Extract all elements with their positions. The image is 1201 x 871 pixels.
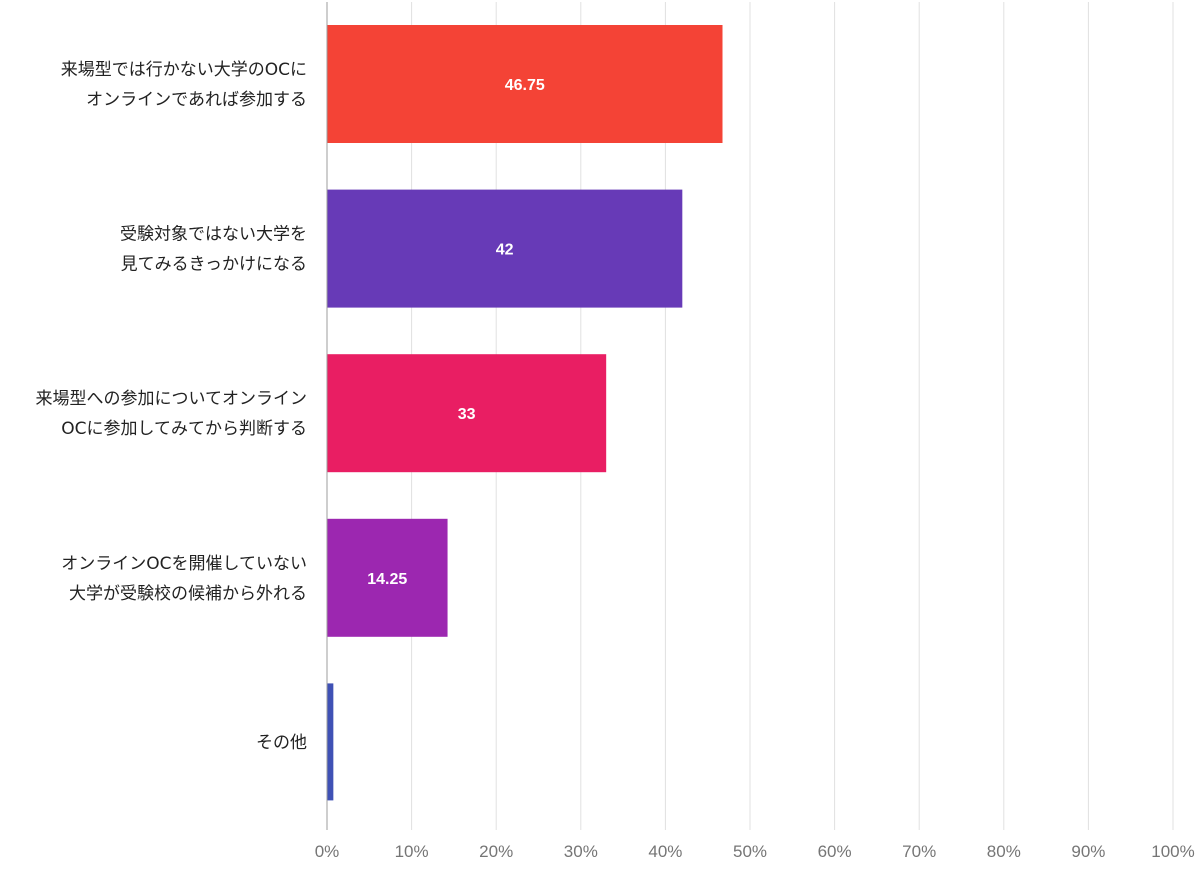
- x-tick-label: 40%: [648, 842, 682, 861]
- x-tick-label: 0%: [315, 842, 340, 861]
- x-tick-label: 10%: [395, 842, 429, 861]
- bar: [327, 354, 607, 473]
- x-tick-label: 100%: [1151, 842, 1194, 861]
- x-tick-label: 80%: [987, 842, 1021, 861]
- x-tick-label: 50%: [733, 842, 767, 861]
- category-label: その他: [256, 733, 307, 753]
- data-label: 14.25: [367, 571, 407, 588]
- bar: [327, 25, 723, 143]
- category-label: 受験対象ではない大学を: [120, 225, 307, 245]
- category-label: 来場型への参加についてオンライン: [36, 389, 308, 409]
- category-label: 来場型では行かない大学のOCに: [61, 60, 307, 80]
- data-label: 42: [496, 242, 514, 259]
- x-tick-label: 70%: [902, 842, 936, 861]
- data-labels: 46.75 42 33 14.25: [367, 77, 545, 588]
- bars: [327, 25, 723, 801]
- bar: [327, 189, 683, 308]
- category-label: 見てみるきっかけになる: [121, 255, 307, 275]
- category-label: オンラインOCを開催していない: [61, 554, 307, 574]
- data-label: 46.75: [505, 77, 545, 94]
- category-label: OCに参加してみてから判断する: [61, 419, 307, 439]
- x-tick-label: 60%: [818, 842, 852, 861]
- x-tick-label: 30%: [564, 842, 598, 861]
- category-label: 大学が受験校の候補から外れる: [69, 584, 307, 604]
- category-label: オンラインであれば参加する: [86, 90, 307, 110]
- x-tick-label: 20%: [479, 842, 513, 861]
- data-label: 33: [458, 406, 476, 423]
- bar: [327, 683, 334, 801]
- bar: [327, 518, 448, 637]
- x-tick-labels: 0% 10% 20% 30% 40% 50% 60% 70% 80% 90% 100%: [315, 842, 1195, 861]
- category-labels: 来場型では行かない大学のOCにオンラインであれば参加する受験対象ではない大学を見…: [36, 60, 308, 753]
- x-tick-label: 90%: [1071, 842, 1105, 861]
